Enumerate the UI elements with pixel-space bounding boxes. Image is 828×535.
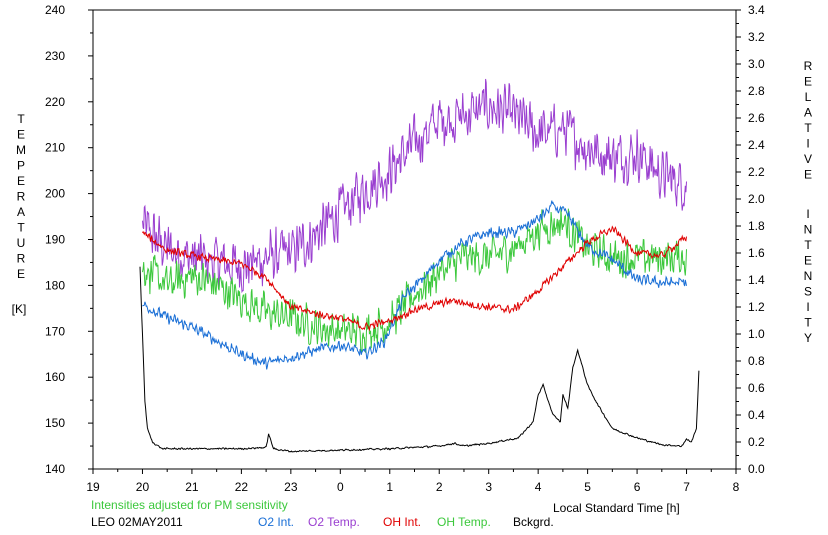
y-right-tick-label: 3.2: [748, 30, 765, 44]
y-right-label-letter: T: [804, 238, 812, 252]
station-label: LEO 02MAY2011: [91, 515, 183, 529]
y-left-label-letter: E: [17, 174, 25, 188]
x-tick-label: 22: [235, 480, 249, 494]
y-right-tick-label: 0.2: [748, 435, 765, 449]
x-tick-label: 0: [337, 480, 344, 494]
x-tick-label: 8: [733, 480, 740, 494]
y-left-label-letter: P: [17, 159, 25, 173]
y-left-label-letter: A: [17, 205, 25, 219]
y-right-label-letter: I: [806, 300, 809, 314]
y-right-label-letter: R: [804, 59, 813, 73]
y-left-tick-label: 150: [45, 416, 65, 430]
y-right-label-letter: E: [804, 254, 812, 268]
y-left-label-letter: T: [17, 112, 25, 126]
x-tick-label: 3: [485, 480, 492, 494]
series-line-o2-temp: [142, 78, 687, 294]
y-left-tick-label: 140: [45, 462, 65, 476]
y-right-label-letter: V: [804, 152, 812, 166]
y-right-tick-label: 0.0: [748, 462, 765, 476]
x-tick-label: 20: [136, 480, 150, 494]
x-tick-label: 2: [436, 480, 443, 494]
y-right-label-letter: E: [804, 168, 812, 182]
y-left-tick-label: 240: [45, 3, 65, 17]
y-axis-unit-left: [K]: [12, 302, 27, 316]
y-left-tick-label: 190: [45, 233, 65, 247]
legend-item: OH Temp.: [437, 515, 491, 529]
x-tick-label: 4: [535, 480, 542, 494]
y-right-tick-label: 0.4: [748, 408, 765, 422]
y-right-tick-label: 3.4: [748, 3, 765, 17]
legend-item: O2 Int.: [258, 515, 294, 529]
y-left-label-letter: R: [17, 252, 26, 266]
y-right-label-letter: N: [804, 269, 813, 283]
y-right-label-letter: L: [805, 90, 812, 104]
series-line-oh-int: [142, 225, 687, 332]
legend: O2 Int. O2 Temp. OH Int. OH Temp. Bckgrd.: [258, 515, 554, 529]
y-left-label-letter: E: [17, 128, 25, 142]
y-right-label-letter: A: [804, 106, 812, 120]
series-line-o2-int: [142, 200, 687, 370]
series-group: [139, 78, 700, 453]
y-left-label-letter: R: [17, 190, 26, 204]
y-right-tick-label: 2.2: [748, 165, 765, 179]
x-axis-label: Local Standard Time [h]: [553, 501, 680, 515]
x-tick-label: 1: [386, 480, 393, 494]
x-tick-label: 7: [683, 480, 690, 494]
x-tick-label: 19: [86, 480, 100, 494]
y-right-label-letter: N: [804, 223, 813, 237]
x-tick-label: 6: [634, 480, 641, 494]
y-left-tick-label: 210: [45, 141, 65, 155]
note-text: Intensities adjusted for PM sensitivity: [91, 498, 288, 512]
plot-frame: [92, 9, 737, 470]
y-left-ticks: 140 150 160 170 180 190 200 210 220 230 240: [45, 3, 93, 476]
y-left-tick-label: 170: [45, 324, 65, 338]
y-left-label-letter: E: [17, 267, 25, 281]
y-left-tick-label: 220: [45, 95, 65, 109]
y-right-label-letter: T: [804, 316, 812, 330]
y-right-label-letter: I: [806, 207, 809, 221]
y-left-tick-label: 230: [45, 49, 65, 63]
y-right-tick-label: 2.8: [748, 84, 765, 98]
legend-item: O2 Temp.: [308, 515, 360, 529]
y-right-tick-label: 1.6: [748, 246, 765, 260]
legend-item: Bckgrd.: [513, 515, 554, 529]
y-right-label-letter: S: [804, 285, 812, 299]
series-line-oh-temp: [142, 207, 687, 353]
y-left-tick-label: 180: [45, 278, 65, 292]
y-right-tick-label: 1.8: [748, 219, 765, 233]
legend-item: OH Int.: [383, 515, 421, 529]
y-left-label-letter: T: [17, 221, 25, 235]
y-right-tick-label: 2.6: [748, 111, 765, 125]
y-right-tick-label: 0.6: [748, 381, 765, 395]
series-line-bckgrd: [139, 266, 700, 453]
y-right-label-letter: E: [804, 75, 812, 89]
y-right-tick-label: 1.2: [748, 300, 765, 314]
x-tick-label: 5: [584, 480, 591, 494]
y-right-tick-label: 3.0: [748, 57, 765, 71]
y-right-tick-label: 1.4: [748, 273, 765, 287]
y-right-label-letter: Y: [804, 331, 812, 345]
x-tick-label: 21: [185, 480, 199, 494]
y-right-label-letter: T: [804, 121, 812, 135]
x-axis-ticks: 19 20 21 22 23 0 1 2 3 4 5 6 7 8: [86, 469, 740, 494]
y-left-tick-label: 160: [45, 370, 65, 384]
y-right-tick-label: 2.0: [748, 192, 765, 206]
y-left-tick-label: 200: [45, 187, 65, 201]
y-right-ticks: 0.0 0.2 0.4 0.6 0.8 1.0 1.2 1.4 1.6 1.8 2.0 2.2 2.4 2…: [736, 3, 765, 476]
y-right-label-letter: I: [806, 137, 809, 151]
y-left-label-letter: M: [16, 143, 26, 157]
y-right-tick-label: 2.4: [748, 138, 765, 152]
x-tick-label: 23: [284, 480, 298, 494]
y-left-label-letter: U: [17, 236, 26, 250]
y-right-tick-label: 1.0: [748, 327, 765, 341]
y-right-tick-label: 0.8: [748, 354, 765, 368]
